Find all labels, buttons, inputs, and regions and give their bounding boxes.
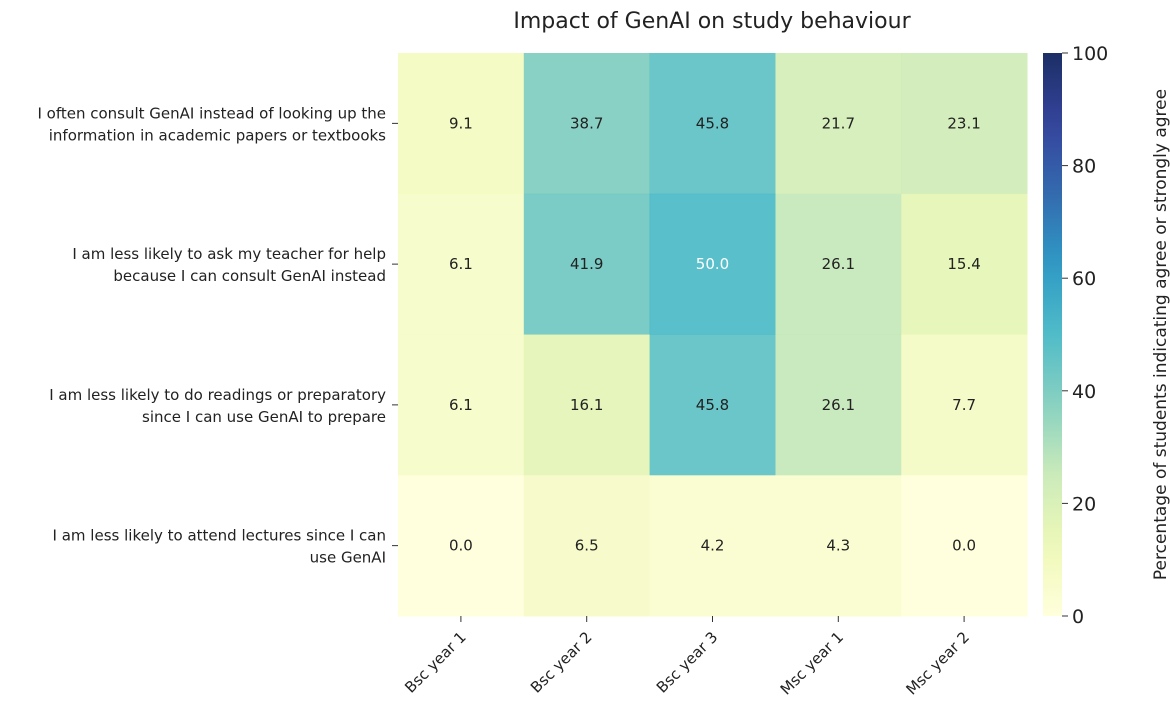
cell-value-label: 15.4 [947, 255, 980, 273]
y-tick-label: I am less likely to attend lectures sinc… [53, 527, 386, 545]
heatmap-cell [901, 193, 1028, 335]
colorbar-tick-label: 100 [1072, 43, 1108, 65]
colorbar-tick-label: 60 [1072, 268, 1096, 290]
heatmap-cell [775, 193, 902, 335]
y-tick-label: use GenAI [310, 549, 386, 567]
cell-value-label: 26.1 [822, 255, 855, 273]
colorbar-tick-label: 20 [1072, 493, 1096, 515]
cell-value-label: 6.1 [449, 396, 473, 414]
colorbar-label: Percentage of students indicating agree … [1151, 89, 1170, 580]
heatmap-cell [775, 334, 902, 476]
colorbar [1043, 53, 1062, 616]
cell-value-label: 0.0 [449, 537, 473, 555]
cell-value-label: 50.0 [696, 255, 729, 273]
heatmap-cell [901, 334, 1028, 476]
cell-value-label: 7.7 [952, 396, 976, 414]
chart-title: Impact of GenAI on study behaviour [513, 9, 911, 34]
cell-value-label: 45.8 [696, 114, 729, 132]
heatmap-cell [523, 334, 651, 476]
heatmap-cell [775, 475, 902, 617]
colorbar-tick-label: 0 [1072, 606, 1084, 628]
cell-value-label: 6.5 [575, 537, 599, 555]
y-tick-label: I am less likely to ask my teacher for h… [72, 245, 386, 263]
heatmap-cell [775, 53, 902, 195]
colorbar-tick-label: 40 [1072, 381, 1096, 403]
heatmap-cell [649, 193, 776, 335]
heatmap-cell [398, 475, 525, 617]
cell-value-label: 6.1 [449, 255, 473, 273]
cell-value-label: 0.0 [952, 537, 976, 555]
heatmap-cell [523, 53, 651, 195]
cell-value-label: 4.3 [826, 537, 850, 555]
heatmap-cell [649, 53, 776, 195]
x-tick-label: Msc year 2 [903, 628, 973, 698]
y-tick-label: I often consult GenAI instead of looking… [37, 104, 386, 122]
y-tick-label: I am less likely to do readings or prepa… [49, 386, 386, 404]
heatmap-cell [901, 475, 1028, 617]
heatmap-cell [523, 475, 651, 617]
cell-value-label: 26.1 [822, 396, 855, 414]
cell-value-label: 38.7 [570, 114, 603, 132]
heatmap-cell [523, 193, 651, 335]
x-tick-label: Bsc year 2 [527, 628, 596, 697]
cell-value-label: 16.1 [570, 396, 603, 414]
cell-value-label: 41.9 [570, 255, 603, 273]
x-tick-label: Bsc year 1 [401, 628, 470, 697]
x-tick-label: Msc year 1 [777, 628, 847, 698]
heatmap-cell [398, 334, 525, 476]
cell-value-label: 4.2 [701, 537, 725, 555]
heatmap-cell [398, 53, 525, 195]
heatmap-cell [649, 334, 776, 476]
cell-value-label: 21.7 [822, 114, 855, 132]
heatmap-cell [901, 53, 1028, 195]
y-tick-label: since I can use GenAI to prepare [142, 408, 386, 426]
heatmap-cell [398, 193, 525, 335]
y-tick-label: information in academic papers or textbo… [49, 126, 386, 144]
cell-value-label: 23.1 [947, 114, 980, 132]
x-tick-label: Bsc year 3 [653, 628, 722, 697]
cell-value-label: 9.1 [449, 114, 473, 132]
heatmap-cell [649, 475, 776, 617]
colorbar-tick-label: 80 [1072, 156, 1096, 178]
cell-value-label: 45.8 [696, 396, 729, 414]
y-tick-label: because I can consult GenAI instead [113, 267, 386, 285]
